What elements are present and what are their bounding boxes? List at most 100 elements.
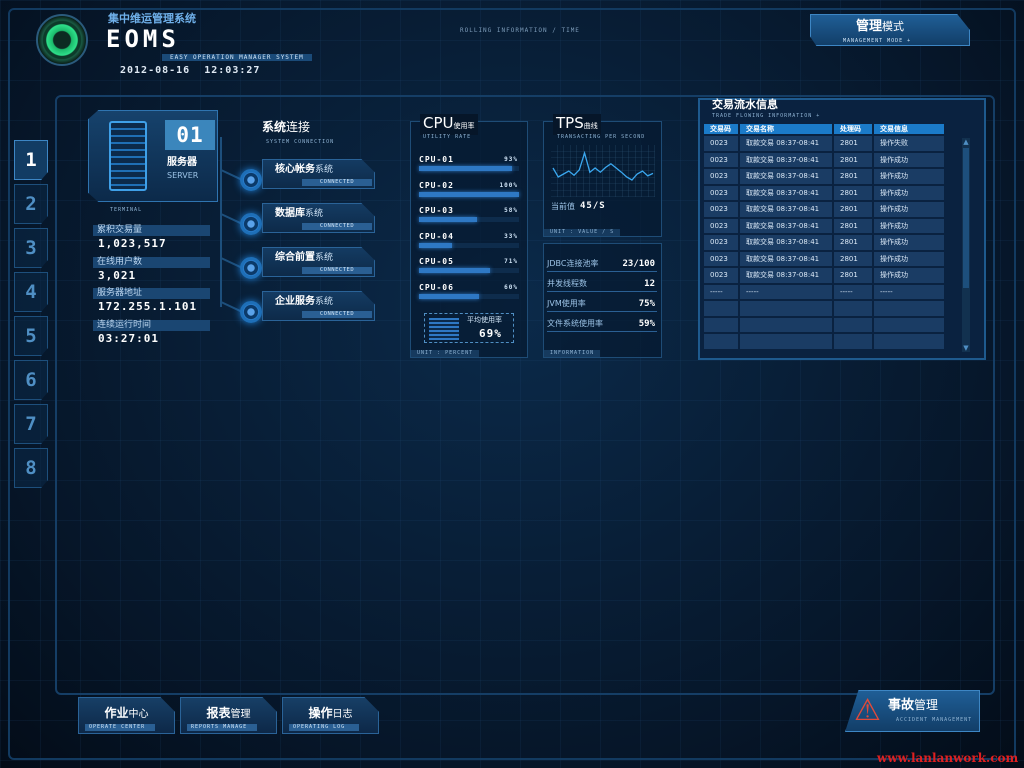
- table-row[interactable]: 0023 取款交易 08:37-08:41 2801 操作成功: [704, 152, 944, 167]
- tab-3[interactable]: 3: [14, 228, 48, 268]
- table-cell: -----: [704, 284, 738, 299]
- server-icon: [109, 121, 147, 191]
- tab-7[interactable]: 7: [14, 404, 48, 444]
- info-value: 23/100: [622, 259, 655, 269]
- scroll-up-icon[interactable]: ▲: [963, 138, 969, 146]
- tab-1[interactable]: 1: [14, 140, 48, 180]
- connection-item[interactable]: 数据库系统 CONNECTED: [262, 203, 375, 233]
- table-row[interactable]: 0023 取款交易 08:37-08:41 2801 操作成功: [704, 218, 944, 233]
- tab-8[interactable]: 8: [14, 448, 48, 488]
- connection-name-main: 综合前置: [275, 252, 315, 263]
- stat-label: 服务器地址: [93, 288, 210, 299]
- info-value: 12: [644, 279, 655, 289]
- connection-name-suffix: 系统: [315, 297, 334, 307]
- table-cell: [704, 334, 738, 349]
- cpu-title: CPU使用率: [420, 114, 478, 135]
- mode-title-bold: 管理: [856, 19, 883, 34]
- tab-5[interactable]: 5: [14, 316, 48, 356]
- table-cell: 0023: [704, 251, 738, 266]
- table-cell: -----: [834, 284, 872, 299]
- connection-item[interactable]: 综合前置系统 CONNECTED: [262, 247, 375, 277]
- bottom-nav-button[interactable]: 报表管理 REPORTS MANAGE: [180, 697, 277, 734]
- scroll-down-icon[interactable]: ▼: [963, 344, 969, 352]
- info-row: 文件系统使用率 59%: [547, 318, 657, 332]
- table-cell: 操作成功: [874, 202, 944, 217]
- table-cell: 0023: [704, 235, 738, 250]
- stat-value: 172.255.1.101: [98, 300, 198, 313]
- outer-frame: [8, 8, 1016, 760]
- tagline: EASY OPERATION MANAGER SYSTEM: [162, 54, 312, 61]
- connection-name-main: 企业服务: [275, 296, 315, 307]
- table-cell: 2801: [834, 218, 872, 233]
- column-header[interactable]: 处理码: [834, 124, 872, 134]
- table-row[interactable]: ----- ----- ----- -----: [704, 284, 944, 299]
- table-row[interactable]: [704, 317, 944, 332]
- table-row[interactable]: [704, 301, 944, 316]
- tab-4[interactable]: 4: [14, 272, 48, 312]
- connection-item[interactable]: 核心帐务系统 CONNECTED: [262, 159, 375, 189]
- connection-name: 数据库系统: [275, 208, 323, 220]
- table-row[interactable]: 0023 取款交易 08:37-08:41 2801 操作成功: [704, 185, 944, 200]
- connection-status-icon: [240, 169, 262, 191]
- table-cell: 操作成功: [874, 235, 944, 250]
- accident-management-button[interactable]: ⚠ 事故管理 ACCIDENT MANAGEMENT: [845, 690, 980, 732]
- connection-name: 核心帐务系统: [275, 164, 333, 176]
- info-row: JDBC连接池率 23/100: [547, 258, 657, 272]
- tab-6[interactable]: 6: [14, 360, 48, 400]
- cpu-percent: 60%: [504, 283, 518, 291]
- table-cell: 2801: [834, 268, 872, 283]
- connection-name: 企业服务系统: [275, 296, 333, 308]
- trade-table-body: 0023 取款交易 08:37-08:41 2801 操作失败 0023 取款交易 08:…: [704, 136, 944, 349]
- table-cell: 0023: [704, 268, 738, 283]
- table-row[interactable]: 0023 取款交易 08:37-08:41 2801 操作成功: [704, 235, 944, 250]
- column-header[interactable]: 交易信息: [874, 124, 944, 134]
- system-name-cn: 集中维运管理系统: [108, 12, 196, 25]
- bottom-nav-label-bold: 操作: [308, 706, 333, 720]
- table-cell: [740, 334, 832, 349]
- table-cell: [874, 317, 944, 332]
- table-cell: 操作失败: [874, 136, 944, 151]
- table-row[interactable]: [704, 334, 944, 349]
- connection-name-suffix: 系统: [315, 165, 334, 175]
- connection-item[interactable]: 企业服务系统 CONNECTED: [262, 291, 375, 321]
- cpu-name: CPU-02: [419, 180, 454, 190]
- datetime: 2012-08-16 12:03:27: [120, 65, 261, 76]
- column-header[interactable]: 交易码: [704, 124, 738, 134]
- management-mode-button[interactable]: 管理模式 MANAGEMENT MODE +: [810, 14, 970, 46]
- connection-status: CONNECTED: [302, 223, 372, 230]
- server-number: 01: [165, 120, 215, 150]
- table-cell: 取款交易 08:37-08:41: [740, 185, 832, 200]
- info-footer: INFORMATION: [544, 350, 601, 357]
- info-label: JDBC连接池率: [547, 259, 599, 268]
- table-row[interactable]: 0023 取款交易 08:37-08:41 2801 操作成功: [704, 202, 944, 217]
- cpu-name: CPU-03: [419, 206, 454, 215]
- accident-rest: 管理: [914, 698, 939, 712]
- column-header[interactable]: 交易名称: [740, 124, 832, 134]
- table-cell: [834, 317, 872, 332]
- table-row[interactable]: 0023 取款交易 08:37-08:41 2801 操作成功: [704, 169, 944, 184]
- table-cell: 2801: [834, 152, 872, 167]
- cpu-name: CPU-04: [419, 231, 454, 241]
- table-cell: 操作成功: [874, 218, 944, 233]
- info-panel: [543, 243, 662, 358]
- scroll-thumb[interactable]: [963, 148, 969, 288]
- table-row[interactable]: 0023 取款交易 08:37-08:41 2801 操作成功: [704, 251, 944, 266]
- table-row[interactable]: 0023 取款交易 08:37-08:41 2801 操作失败: [704, 136, 944, 151]
- table-row[interactable]: 0023 取款交易 08:37-08:41 2801 操作成功: [704, 268, 944, 283]
- bottom-nav-button[interactable]: 操作日志 OPERATING LOG: [282, 697, 379, 734]
- table-cell: [740, 301, 832, 316]
- table-cell: 0023: [704, 202, 738, 217]
- bottom-nav-label-rest: 管理: [230, 709, 251, 720]
- table-cell: 0023: [704, 152, 738, 167]
- avg-usage-icon: [429, 318, 459, 340]
- trade-scrollbar[interactable]: ▲ ▼: [962, 138, 970, 352]
- bottom-nav-button[interactable]: 作业中心 OPERATE CENTER: [78, 697, 175, 734]
- table-cell: 2801: [834, 136, 872, 151]
- table-cell: 取款交易 08:37-08:41: [740, 169, 832, 184]
- cpu-title-cn: 使用率: [453, 122, 475, 130]
- tps-title: TPS曲线: [553, 114, 601, 135]
- info-row: JVM使用率 75%: [547, 298, 657, 312]
- table-cell: [834, 301, 872, 316]
- tab-2[interactable]: 2: [14, 184, 48, 224]
- info-value: 75%: [638, 299, 655, 309]
